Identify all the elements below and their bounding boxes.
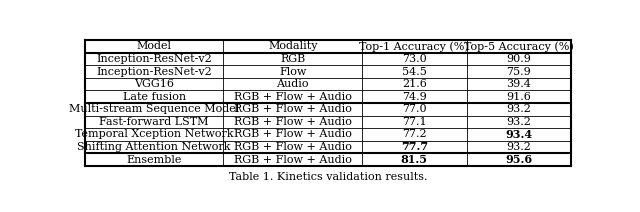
Text: RGB + Flow + Audio: RGB + Flow + Audio [234, 104, 352, 114]
Text: 93.2: 93.2 [506, 142, 531, 152]
Text: RGB + Flow + Audio: RGB + Flow + Audio [234, 155, 352, 165]
Text: 74.9: 74.9 [402, 92, 427, 102]
Text: VGG16: VGG16 [134, 79, 174, 89]
Text: 75.9: 75.9 [506, 67, 531, 77]
Text: 77.1: 77.1 [402, 117, 427, 127]
Text: RGB + Flow + Audio: RGB + Flow + Audio [234, 142, 352, 152]
Text: 77.0: 77.0 [402, 104, 427, 114]
Text: Modality: Modality [268, 41, 317, 52]
Text: RGB + Flow + Audio: RGB + Flow + Audio [234, 92, 352, 102]
Text: Table 1. Kinetics validation results.: Table 1. Kinetics validation results. [228, 172, 428, 182]
Text: 54.5: 54.5 [402, 67, 427, 77]
Text: RGB + Flow + Audio: RGB + Flow + Audio [234, 129, 352, 139]
Text: Top-5 Accuracy (%): Top-5 Accuracy (%) [464, 41, 573, 52]
Text: 93.2: 93.2 [506, 117, 531, 127]
Text: RGB + Flow + Audio: RGB + Flow + Audio [234, 117, 352, 127]
Text: Flow: Flow [279, 67, 307, 77]
Text: 77.7: 77.7 [401, 141, 428, 152]
Text: 21.6: 21.6 [402, 79, 427, 89]
Text: 81.5: 81.5 [401, 154, 428, 165]
Text: Inception-ResNet-v2: Inception-ResNet-v2 [97, 54, 212, 64]
Text: 93.4: 93.4 [505, 129, 532, 140]
Text: Shifting Attention Network: Shifting Attention Network [77, 142, 231, 152]
Text: 95.6: 95.6 [505, 154, 532, 165]
Text: Model: Model [137, 41, 172, 52]
Text: Fast-forward LSTM: Fast-forward LSTM [99, 117, 209, 127]
Text: 77.2: 77.2 [402, 129, 427, 139]
Text: Top-1 Accuracy (%): Top-1 Accuracy (%) [360, 41, 469, 52]
Text: 91.6: 91.6 [506, 92, 531, 102]
Text: 90.9: 90.9 [506, 54, 531, 64]
Text: RGB: RGB [280, 54, 305, 64]
Text: Inception-ResNet-v2: Inception-ResNet-v2 [97, 67, 212, 77]
Text: Temporal Xception Network: Temporal Xception Network [75, 129, 234, 139]
Text: 93.2: 93.2 [506, 104, 531, 114]
Text: 73.0: 73.0 [402, 54, 427, 64]
Text: Audio: Audio [276, 79, 309, 89]
Text: Ensemble: Ensemble [127, 155, 182, 165]
Text: Multi-stream Sequence Model: Multi-stream Sequence Model [69, 104, 239, 114]
Text: Late fusion: Late fusion [123, 92, 186, 102]
Text: 39.4: 39.4 [506, 79, 531, 89]
